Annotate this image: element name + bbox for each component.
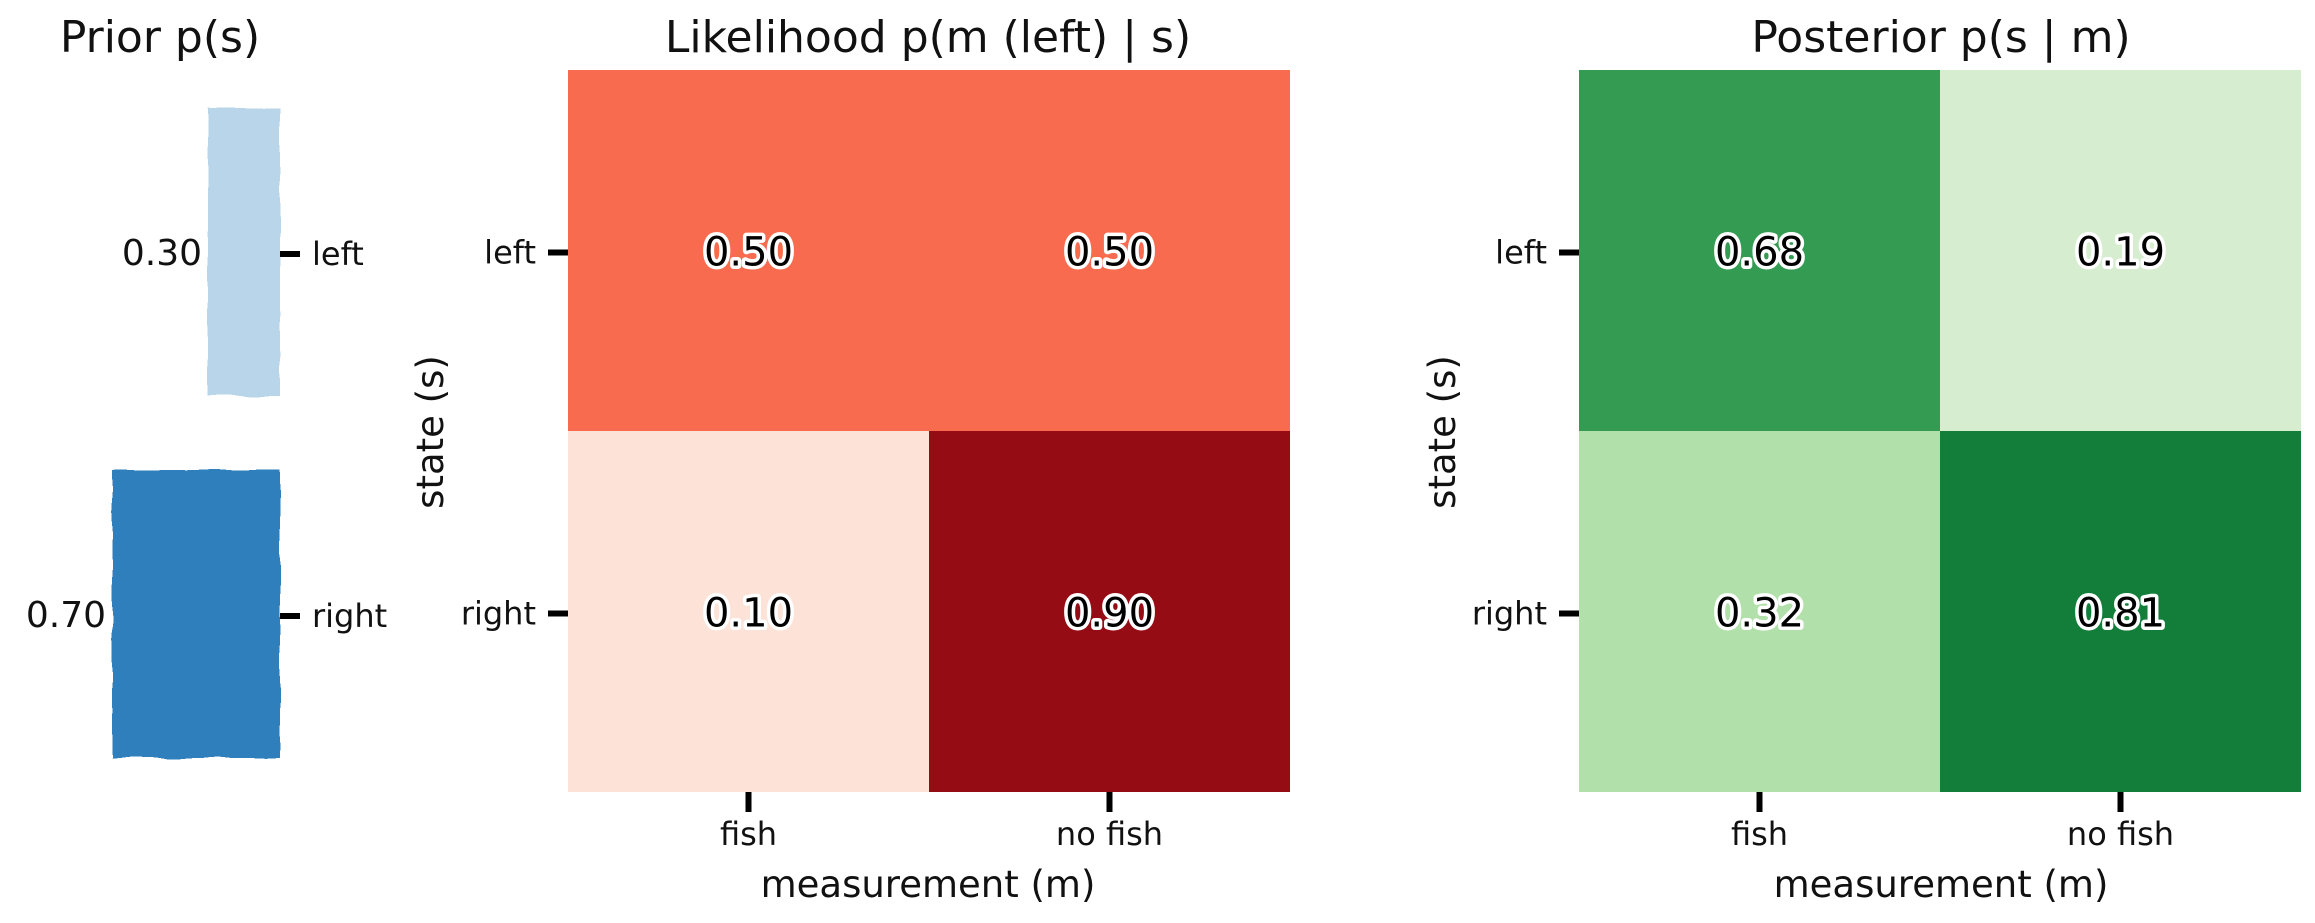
- likelihood-cell: [568, 70, 929, 431]
- posterior-cell-label: 0.81: [2076, 591, 2165, 637]
- likelihood-ytick-label: right: [461, 595, 536, 633]
- likelihood-title: Likelihood p(m (left) | s): [665, 12, 1191, 63]
- likelihood-cell: [568, 431, 929, 792]
- likelihood-cell-label: 0.10: [704, 591, 793, 637]
- likelihood-ylabel: state (s): [409, 355, 452, 509]
- posterior-xlabel: measurement (m): [1774, 863, 2109, 906]
- posterior-cell: [1940, 70, 2301, 431]
- likelihood-cell-label: 0.50: [1065, 230, 1154, 276]
- likelihood-xtick-label: fish: [720, 815, 777, 853]
- posterior-title: Posterior p(s | m): [1751, 12, 2130, 63]
- posterior-heatmap: 0.68 0.19 0.32 0.81 left right fish no fish: [1472, 70, 2301, 853]
- posterior-cell: [1579, 70, 1940, 431]
- likelihood-panel: Likelihood p(m (left) | s) 0.50 0.500.10 0…: [409, 12, 1290, 906]
- prior-panel: Prior p(s) 0.30 left 0.70 right: [26, 12, 387, 758]
- likelihood-heatmap: 0.50 0.50 0.10 0.90 left right fish no fish: [461, 70, 1290, 853]
- posterior-cell: [1940, 431, 2301, 792]
- posterior-ytick-label: left: [1495, 234, 1547, 272]
- prior-value-label: 0.70: [26, 595, 106, 636]
- likelihood-cell-label: 0.50: [704, 230, 793, 276]
- posterior-xtick-label: no fish: [2067, 815, 2174, 853]
- posterior-cell-label: 0.68: [1715, 230, 1804, 276]
- likelihood-xtick-label: no fish: [1056, 815, 1163, 853]
- likelihood-cell: [929, 70, 1290, 431]
- posterior-cell-label: 0.32: [1715, 591, 1804, 637]
- prior-bar-right: [112, 470, 280, 758]
- prior-title: Prior p(s): [60, 12, 260, 63]
- posterior-xtick-label: fish: [1731, 815, 1788, 853]
- prior-bars: 0.30 left 0.70 right: [26, 108, 387, 758]
- likelihood-cell: [929, 431, 1290, 792]
- prior-value-label: 0.30: [122, 233, 202, 274]
- posterior-panel: Posterior p(s | m) 0.68 0.19 0.32 0.81 left r…: [1421, 12, 2301, 906]
- prior-tick-label: right: [312, 597, 387, 635]
- prior-tick-label: left: [312, 235, 364, 273]
- likelihood-cell-label: 0.90: [1065, 591, 1154, 637]
- prior-bar-left: [208, 108, 280, 396]
- likelihood-ytick-label: left: [484, 234, 536, 272]
- posterior-ytick-label: right: [1472, 595, 1547, 633]
- likelihood-xlabel: measurement (m): [761, 863, 1096, 906]
- posterior-cell-label: 0.19: [2076, 230, 2165, 276]
- posterior-ylabel: state (s): [1421, 355, 1464, 509]
- posterior-cell: [1579, 431, 1940, 792]
